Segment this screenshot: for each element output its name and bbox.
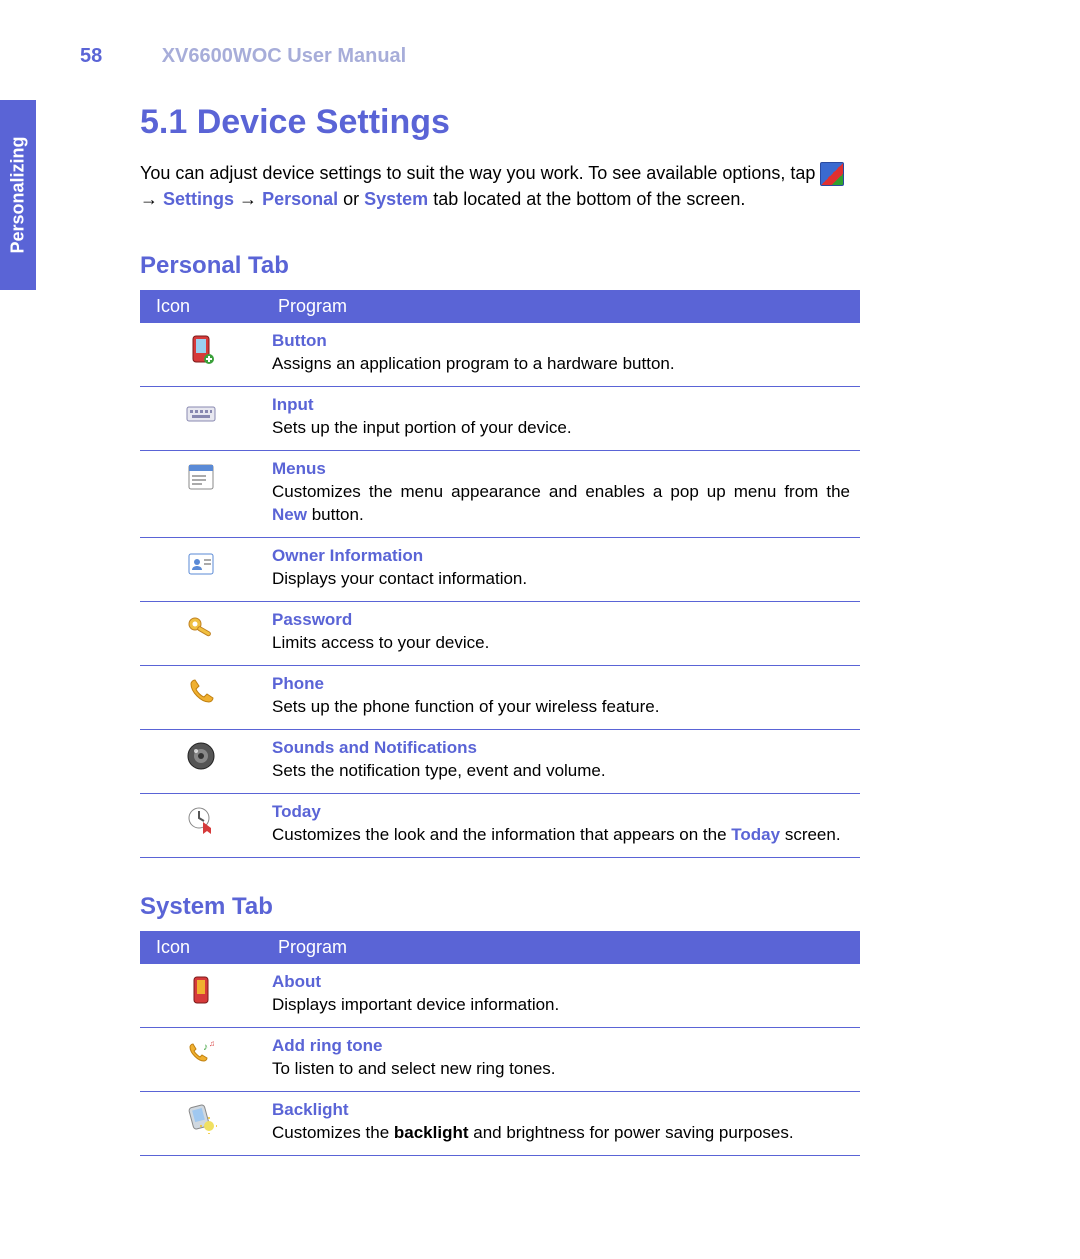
intro-text: tab located at the bottom of the screen. [433,189,745,209]
row-description: Customizes the look and the information … [272,824,850,847]
row-description-text: button. [307,505,364,524]
button-icon [185,333,217,365]
keyboard-icon [185,397,217,429]
row-description: Sets up the phone function of your wirel… [272,696,850,719]
row-description-text: screen. [780,825,840,844]
row-description: Assigns an application program to a hard… [272,353,850,376]
section-name: Device Settings [197,103,450,141]
row-title: Button [272,331,850,351]
keyword-system: System [364,189,428,209]
column-header-icon: Icon [140,931,262,964]
row-description: Customizes the backlight and brightness … [272,1122,850,1145]
page-number: 58 [80,45,102,68]
row-description: Customizes the menu appearance and enabl… [272,481,850,527]
bold-text: backlight [394,1123,469,1142]
side-tab-personalizing: Personalizing [0,100,36,290]
side-tab-label: Personalizing [8,136,29,253]
row-title: About [272,972,850,992]
keyword-today: Today [731,825,780,844]
row-title: Backlight [272,1100,850,1120]
row-description: Displays your contact information. [272,568,850,591]
row-description-text: Customizes the [272,1123,394,1142]
section-title: 5.1 Device Settings [140,103,860,142]
row-title: Owner Information [272,546,850,566]
row-title: Input [272,395,850,415]
table-row: About Displays important device informat… [140,964,860,1027]
backlight-icon [185,1102,217,1134]
system-tab-heading: System Tab [140,893,860,921]
row-description: Sets the notification type, event and vo… [272,760,850,783]
svg-text:♪: ♪ [203,1042,208,1053]
row-description-text: and brightness for power saving purposes… [469,1123,794,1142]
keyword-new: New [272,505,307,524]
table-row: Button Assigns an application program to… [140,323,860,386]
row-description: Displays important device information. [272,994,850,1017]
table-row: Today Customizes the look and the inform… [140,793,860,857]
about-device-icon [185,974,217,1006]
row-description: Sets up the input portion of your device… [272,417,850,440]
row-title: Phone [272,674,850,694]
manual-title: XV6600WOC User Manual [162,45,407,68]
row-title: Password [272,610,850,630]
table-row: Backlight Customizes the backlight and b… [140,1091,860,1155]
svg-text:♫: ♫ [209,1039,215,1048]
system-tab-table: Icon Program About Displays important de… [140,931,860,1156]
table-row: Phone Sets up the phone function of your… [140,665,860,729]
intro-text: You can adjust device settings to suit t… [140,163,820,183]
column-header-program: Program [262,290,860,323]
personal-tab-table: Icon Program Button Assigns an [140,290,860,857]
row-title: Today [272,802,850,822]
page-header: 58 XV6600WOC User Manual [0,45,1080,68]
personal-tab-heading: Personal Tab [140,252,860,280]
table-row: ♪ ♫ Add ring tone To listen to and selec… [140,1027,860,1091]
owner-info-icon [185,548,217,580]
intro-text: or [343,189,364,209]
table-row: Sounds and Notifications Sets the notifi… [140,729,860,793]
arrow-icon: → [239,189,262,209]
table-row: Menus Customizes the menu appearance and… [140,451,860,538]
password-key-icon [185,612,217,644]
ringtone-icon: ♪ ♫ [185,1038,217,1070]
keyword-personal: Personal [262,189,338,209]
keyword-settings: Settings [163,189,234,209]
intro-paragraph: You can adjust device settings to suit t… [140,160,860,212]
column-header-icon: Icon [140,290,262,323]
today-icon [185,804,217,836]
phone-icon [185,676,217,708]
table-row: Input Sets up the input portion of your … [140,387,860,451]
row-description: Limits access to your device. [272,632,850,655]
speaker-icon [185,740,217,772]
row-description: To listen to and select new ring tones. [272,1058,850,1081]
row-title: Menus [272,459,850,479]
menus-icon [185,461,217,493]
section-number: 5.1 [140,103,187,141]
windows-start-icon [820,162,844,186]
table-row: Password Limits access to your device. [140,602,860,666]
arrow-icon: → [140,189,163,209]
table-row: Owner Information Displays your contact … [140,538,860,602]
column-header-program: Program [262,931,860,964]
row-title: Sounds and Notifications [272,738,850,758]
row-title: Add ring tone [272,1036,850,1056]
row-description-text: Customizes the menu appearance and enabl… [272,482,850,501]
row-description-text: Customizes the look and the information … [272,825,731,844]
